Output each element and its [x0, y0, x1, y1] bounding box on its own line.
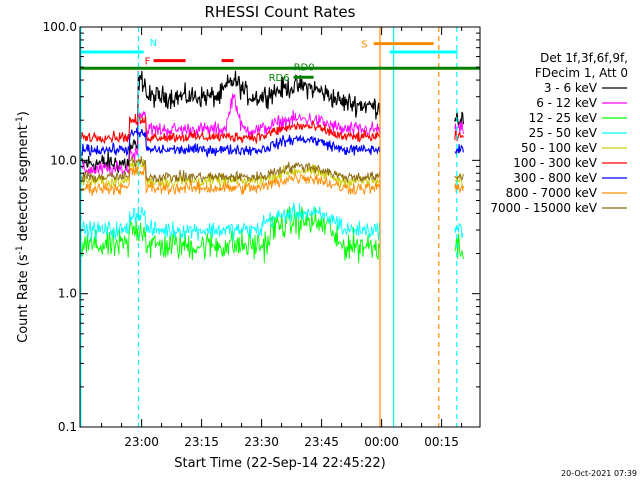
series-trace-4-seg-1: [80, 202, 381, 241]
series-trace-8-seg-2: [454, 183, 464, 193]
y-tick-label-4: 100.0: [43, 20, 77, 34]
x-tick-label-4: 23:45: [304, 435, 339, 449]
legend-entry-5-label: 50 - 100 keV: [521, 141, 598, 155]
legend-entry-9-label: 7000 - 15000 keV: [490, 201, 597, 215]
y-axis-label: Count Rate (s-1 detector segment-1): [15, 111, 31, 343]
y-axis-label-mid: detector segment: [16, 125, 31, 245]
legend-entry-2-label: 6 - 12 keV: [536, 96, 598, 110]
series-trace-9-seg-2: [454, 173, 464, 181]
flag-label-7: RD6: [269, 73, 290, 84]
x-tick-label-6: 00:15: [424, 435, 459, 449]
y-axis-label-sup1: -1: [15, 245, 25, 254]
flag-label-2: F: [145, 57, 151, 68]
series-trace-6-seg-2: [454, 130, 464, 141]
series-trace-9-seg-1: [80, 156, 381, 184]
legend-header-line-1: Det 1f,3f,6f,9f,: [540, 51, 628, 65]
series-trace-7-seg-1: [80, 127, 381, 158]
series-trace-7-seg-2: [454, 144, 464, 156]
axes: 0.1 1.0 10.0 100.0 23:00 23:15 23:30 23:45 00:00…: [43, 20, 480, 449]
series-trace-3-seg-2: [454, 233, 464, 260]
plot-area: [80, 27, 480, 427]
y-tick-label-1: 0.1: [58, 420, 77, 434]
y-axis-label-suffix: ): [16, 111, 31, 116]
y-axis-label-prefix: Count Rate (s: [16, 254, 31, 343]
series-trace-6-seg-1: [80, 114, 381, 144]
legend-entry-1-label: 3 - 6 keV: [544, 81, 598, 95]
y-axis-label-sup2: -1: [15, 116, 25, 125]
series-trace-8-seg-1: [80, 165, 381, 196]
legend: Det 1f,3f,6f,9f, FDecim 1, Att 0 3 - 6 k…: [490, 51, 628, 215]
legend-entry-4-label: 25 - 50 keV: [529, 126, 598, 140]
flag-label-5: S: [361, 40, 367, 51]
legend-header-line-2: FDecim 1, Att 0: [535, 66, 628, 80]
x-tick-label-1: 23:00: [124, 435, 159, 449]
series-trace-3-seg-1: [80, 206, 381, 264]
legend-entry-6-label: 100 - 300 keV: [513, 156, 597, 170]
x-tick-label-3: 23:30: [244, 435, 279, 449]
legend-entry-8-label: 800 - 7000 keV: [506, 186, 598, 200]
render-timestamp: 20-Oct-2021 07:39: [561, 469, 637, 478]
flag-label-6: RD0: [294, 62, 315, 73]
legend-entry-7-label: 300 - 800 keV: [513, 171, 597, 185]
series-trace-1-seg-1: [80, 70, 381, 174]
legend-entry-3-label: 12 - 25 keV: [529, 111, 598, 125]
x-tick-label-2: 23:15: [184, 435, 219, 449]
y-tick-label-3: 10.0: [50, 153, 77, 167]
flag-label-1: N: [150, 38, 157, 49]
plot-frame: [79, 26, 481, 428]
x-axis-label: Start Time (22-Sep-14 22:45:22): [174, 456, 385, 471]
chart-title: RHESSI Count Rates: [205, 3, 356, 21]
series-trace-2-seg-1: [80, 93, 381, 180]
x-tick-label-5: 00:00: [364, 435, 399, 449]
y-tick-label-2: 1.0: [58, 287, 77, 301]
